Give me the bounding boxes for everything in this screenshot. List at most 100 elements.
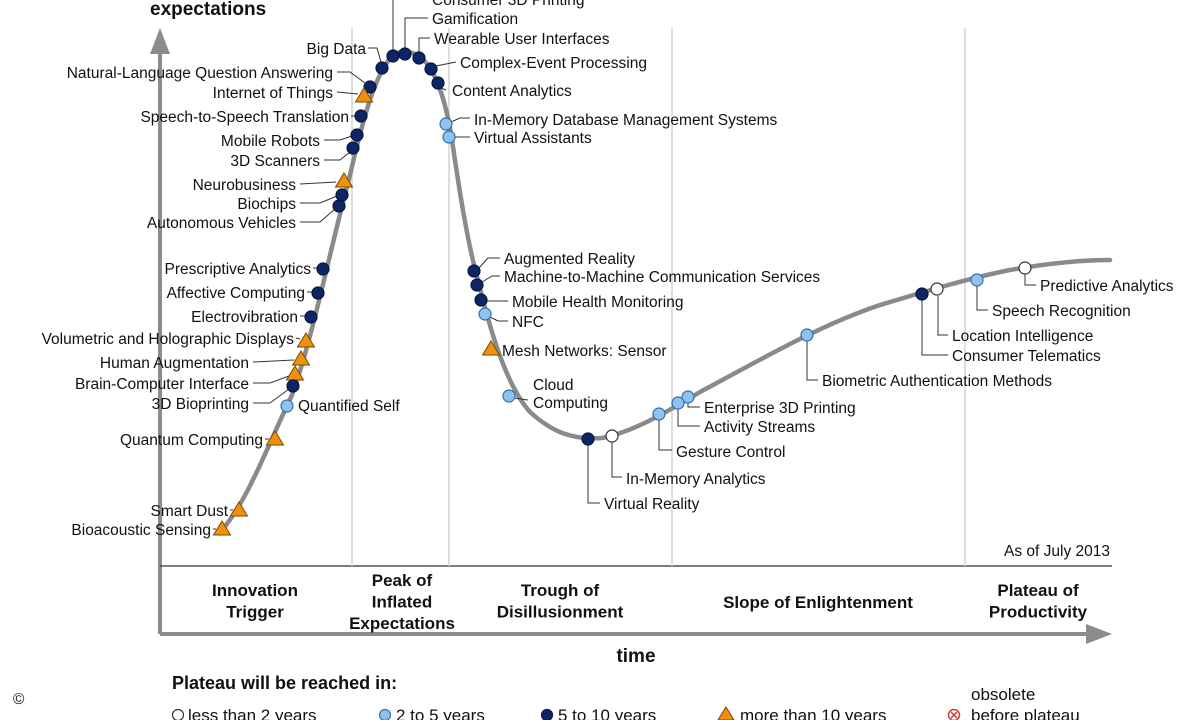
x-axis-arrow-icon	[1086, 624, 1112, 644]
marker-location-intelligence	[915, 287, 929, 301]
marker-smart-dust	[229, 501, 249, 517]
label-natural-language-question-answering: Natural-Language Question Answering	[67, 65, 333, 82]
label-bioacoustic-sensing: Bioacoustic Sensing	[71, 522, 211, 539]
label-location-intelligence: Location Intelligence	[952, 328, 1093, 345]
legend-item-more-than-10: more than 10 years	[717, 706, 886, 720]
marker-speech-to-speech-translation	[354, 109, 368, 123]
label-volumetric-and-holographic-displays: Volumetric and Holographic Displays	[42, 331, 295, 348]
label-smart-dust: Smart Dust	[150, 503, 228, 520]
label-mobile-robots: Mobile Robots	[221, 133, 320, 150]
legend-circle-icon	[378, 708, 392, 720]
label-prescriptive-analytics: Prescriptive Analytics	[165, 261, 312, 278]
marker-in-memory-database-management-systems	[439, 117, 453, 131]
label-mobile-health-monitoring: Mobile Health Monitoring	[512, 294, 683, 311]
label-virtual-assistants: Virtual Assistants	[474, 130, 592, 147]
legend-circle-icon	[540, 708, 554, 720]
leader-line-predictive-analytics	[1024, 274, 1036, 286]
leader-lines	[213, 0, 1036, 530]
label-biochips: Biochips	[237, 196, 296, 213]
marker-biometric-authentication-methods	[800, 328, 814, 342]
label-3d-scanners: 3D Scanners	[230, 153, 320, 170]
label-mesh-networks-sensor: Mesh Networks: Sensor	[502, 343, 667, 360]
label-augmented-reality: Augmented Reality	[504, 251, 635, 268]
leader-line-natural-language-question-answering	[337, 71, 366, 84]
marker-quantified-self	[280, 399, 294, 413]
marker-human-augmentation	[291, 350, 311, 366]
leader-line-consumer-telematics	[921, 300, 948, 356]
leader-line-virtual-reality	[587, 445, 600, 504]
label-neurobusiness: Neurobusiness	[193, 177, 297, 194]
marker-gesture-control	[652, 407, 666, 421]
marker-bioacoustic-sensing	[212, 520, 232, 536]
label-quantum-computing: Quantum Computing	[120, 432, 263, 449]
marker-big-data	[375, 61, 389, 75]
label-predictive-analytics: Predictive Analytics	[1040, 278, 1174, 295]
leader-line-machine-to-machine-communication-services	[481, 275, 500, 283]
marker-speech-recognition	[970, 273, 984, 287]
legend-label: 5 to 10 years	[558, 706, 656, 720]
phase-innovation-trigger: Innovation Trigger	[212, 581, 298, 622]
leader-line-biometric-authentication-methods	[806, 341, 818, 381]
leader-line-big-data	[368, 47, 382, 63]
leader-line-cloud-computing	[513, 397, 529, 401]
leader-line-consumer-3d-printing	[392, 0, 394, 50]
marker-virtual-assistants	[442, 130, 456, 144]
leader-line-speech-recognition	[976, 286, 988, 311]
technology-labels: Consumer 3D Printing Gamification Wearable…	[42, 0, 1174, 539]
leader-line-augmented-reality	[478, 257, 500, 269]
marker-virtual-reality	[581, 432, 595, 446]
leader-line-3d-bioprinting	[253, 388, 290, 404]
leader-line-enterprise-3d-printing	[687, 403, 700, 408]
label-speech-recognition: Speech Recognition	[992, 303, 1131, 320]
marker-neurobusiness	[334, 172, 354, 188]
marker-mobile-robots	[350, 128, 364, 142]
leader-line-internet-of-things	[336, 91, 359, 95]
label-complex-event-processing: Complex-Event Processing	[460, 55, 647, 72]
label-enterprise-3d-printing: Enterprise 3D Printing	[704, 400, 856, 417]
label-affective-computing: Affective Computing	[167, 285, 305, 302]
leader-line-autonomous-vehicles	[300, 208, 336, 223]
label-biometric-authentication-methods: Biometric Authentication Methods	[822, 373, 1052, 390]
label-consumer-3d-printing: Consumer 3D Printing	[432, 0, 584, 9]
as-of-date: As of July 2013	[1004, 543, 1110, 560]
marker-quantum-computing	[265, 430, 285, 446]
technology-markers	[212, 47, 1032, 536]
leader-line-gesture-control	[658, 420, 672, 451]
marker-consumer-3d-printing	[386, 49, 400, 63]
phase-trough: Trough of Disillusionment	[497, 581, 624, 622]
axes: expectations time As of July 2013	[150, 0, 1112, 667]
marker-prescriptive-analytics	[316, 262, 330, 276]
legend-item-less-than-2: less than 2 years	[171, 706, 317, 720]
marker-consumer-telematics	[930, 282, 944, 296]
legend-label: less than 2 years	[188, 706, 317, 720]
marker-mobile-health-monitoring	[474, 293, 488, 307]
phase-peak: Peak of Inflated Expectations	[349, 571, 455, 633]
y-axis-arrow-icon	[150, 28, 170, 54]
copyright-icon: ©	[13, 691, 25, 708]
marker-augmented-reality	[467, 264, 481, 278]
label-speech-to-speech-translation: Speech-to-Speech Translation	[140, 109, 349, 126]
legend-label: obsolete	[971, 685, 1035, 704]
marker-content-analytics	[431, 76, 445, 90]
marker-3d-scanners	[346, 141, 360, 155]
leader-line-biochips	[300, 195, 338, 204]
leader-line-in-memory-analytics	[611, 442, 622, 478]
marker-autonomous-vehicles	[332, 199, 346, 213]
marker-cloud-computing	[502, 389, 516, 403]
phase-slope: Slope of Enlightenment	[723, 593, 913, 612]
leader-line-gamification	[404, 17, 428, 50]
marker-enterprise-3d-printing	[681, 390, 695, 404]
legend: Plateau will be reached in: less than 2 y…	[13, 673, 1080, 720]
marker-3d-bioprinting	[286, 379, 300, 393]
label-brain-computer-interface: Brain-Computer Interface	[75, 376, 249, 393]
label-wearable-user-interfaces: Wearable User Interfaces	[434, 31, 610, 48]
leader-line-volumetric-and-holographic-displays	[295, 337, 301, 340]
leader-line-brain-computer-interface	[253, 375, 290, 384]
leader-line-nfc	[489, 316, 508, 322]
marker-nfc	[478, 307, 492, 321]
phase-plateau: Plateau of Productivity	[989, 581, 1088, 622]
label-internet-of-things: Internet of Things	[213, 85, 334, 102]
marker-in-memory-analytics	[605, 429, 619, 443]
marker-electrovibration	[304, 310, 318, 324]
marker-complex-event-processing	[424, 62, 438, 76]
